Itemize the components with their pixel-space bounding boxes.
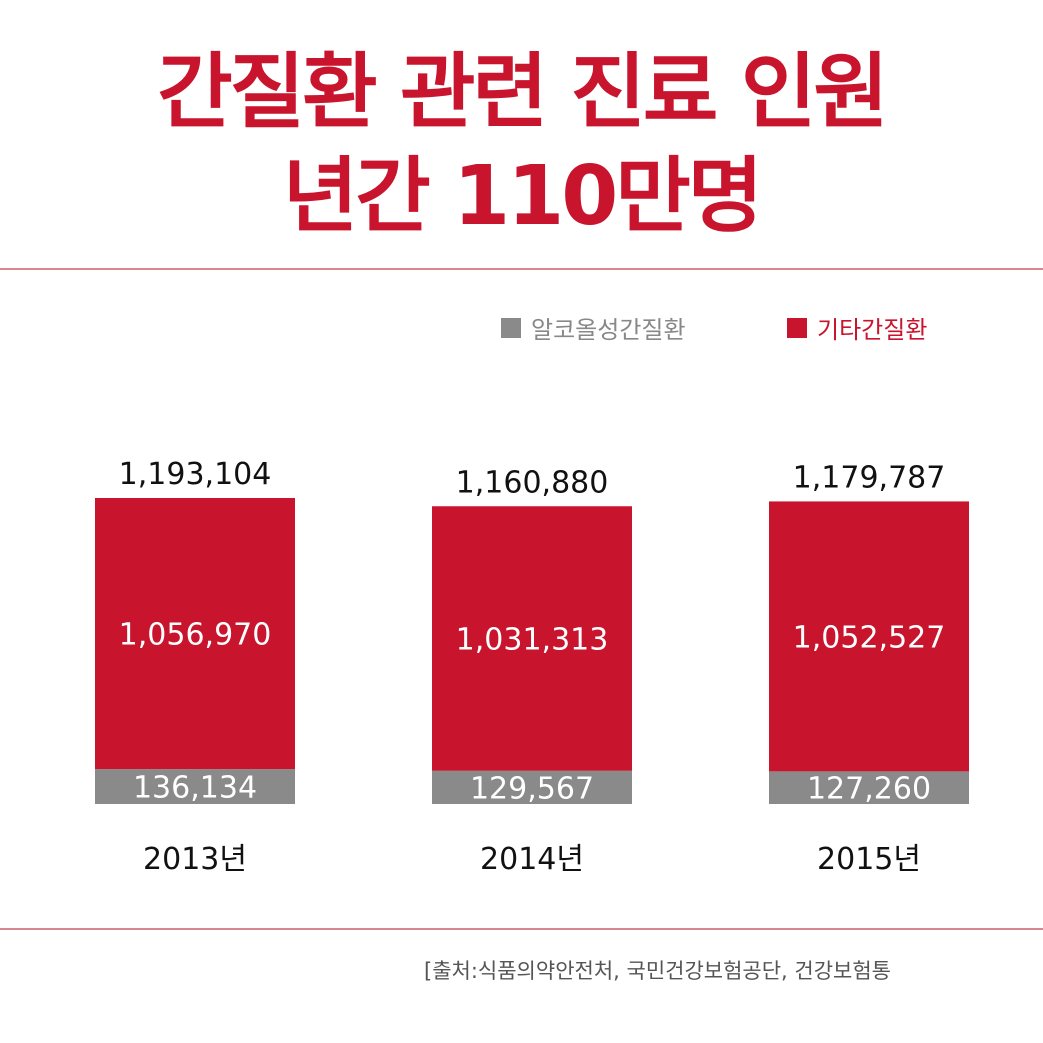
- source-note: [출처:식품의약안전처, 국민건강보험공단, 건강보험통: [424, 959, 892, 983]
- bar-segment-other-2: [432, 506, 632, 771]
- bottom-divider: [0, 928, 1043, 930]
- legend-item-alcoholic: 알코올성간질환: [501, 310, 686, 345]
- bar-segment-other-3: [769, 501, 969, 772]
- bar-value-label-other-3: 1,052,527: [793, 620, 946, 655]
- x-tick-label-3: 2015년: [817, 842, 921, 877]
- legend-swatch-alcoholic: [501, 317, 521, 338]
- bar-value-label-alcoholic-3: 127,260: [807, 772, 931, 807]
- legend-item-other: 기타간질환: [787, 310, 927, 345]
- legend-label-other: 기타간질환: [817, 316, 928, 344]
- legend-swatch-other: [787, 317, 807, 338]
- bar-total-label-1: 1,193,104: [119, 457, 272, 492]
- bar-segment-alcoholic-3: [769, 771, 969, 804]
- bar-segment-other-1: [95, 498, 295, 770]
- x-tick-label-1: 2013년: [143, 842, 247, 877]
- bar-value-label-alcoholic-2: 129,567: [470, 771, 594, 806]
- bar-segment-alcoholic-2: [432, 770, 632, 804]
- chart-title-line-1: 간질환 관련 진료 인원: [157, 45, 889, 140]
- bar-total-label-2: 1,160,880: [456, 465, 609, 500]
- bar-segment-alcoholic-1: [95, 769, 295, 804]
- top-divider: [0, 268, 1043, 270]
- x-tick-label-2: 2014년: [480, 842, 584, 877]
- bar-value-label-alcoholic-1: 136,134: [133, 771, 257, 806]
- legend-label-alcoholic: 알코올성간질환: [531, 316, 686, 344]
- chart-title-line-2: 년간 110만명: [282, 149, 763, 244]
- bar-value-label-other-2: 1,031,313: [456, 623, 609, 658]
- bar-value-label-other-1: 1,056,970: [119, 618, 272, 653]
- bar-total-label-3: 1,179,787: [793, 460, 946, 495]
